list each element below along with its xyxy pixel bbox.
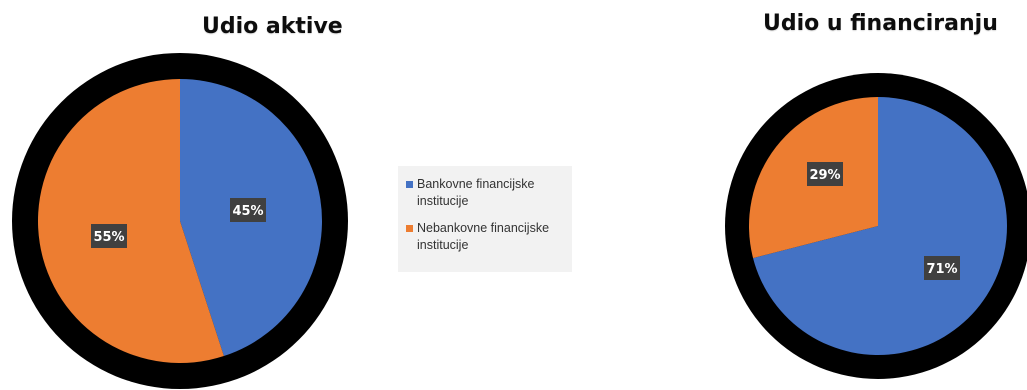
data-label-box: [924, 256, 960, 280]
data-label-text: 71%: [926, 262, 957, 277]
data-label-right-bankovne: 71%: [924, 256, 960, 280]
data-label-right-nebankovne: 29%: [807, 162, 843, 186]
legend-label-bankovne: Bankovne financijske institucije: [417, 177, 535, 208]
chart-title-left: Udio aktive: [202, 14, 343, 39]
chart-title-right: Udio u financiranju: [763, 11, 998, 36]
pie-slice-left-nebankovne: [37, 79, 224, 363]
pie-slice-right-bankovne: [753, 97, 1007, 356]
data-label-text: 55%: [93, 230, 124, 245]
legend-item-bankovne: Bankovne financijske institucije: [406, 176, 566, 210]
data-label-left-nebankovne: 55%: [91, 224, 127, 248]
legend-item-nebankovne: Nebankovne financijske institucije: [406, 220, 566, 254]
legend-swatch-nebankovne: [406, 225, 413, 232]
legend: Bankovne financijske institucije Nebanko…: [398, 166, 572, 272]
data-label-text: 45%: [232, 204, 263, 219]
legend-swatch-bankovne: [406, 181, 413, 188]
data-label-box: [91, 224, 127, 248]
data-label-box: [807, 162, 843, 186]
data-label-text: 29%: [809, 168, 840, 183]
data-label-box: [230, 198, 266, 222]
data-label-left-bankovne: 45%: [230, 198, 266, 222]
legend-label-nebankovne: Nebankovne financijske institucije: [417, 221, 550, 252]
